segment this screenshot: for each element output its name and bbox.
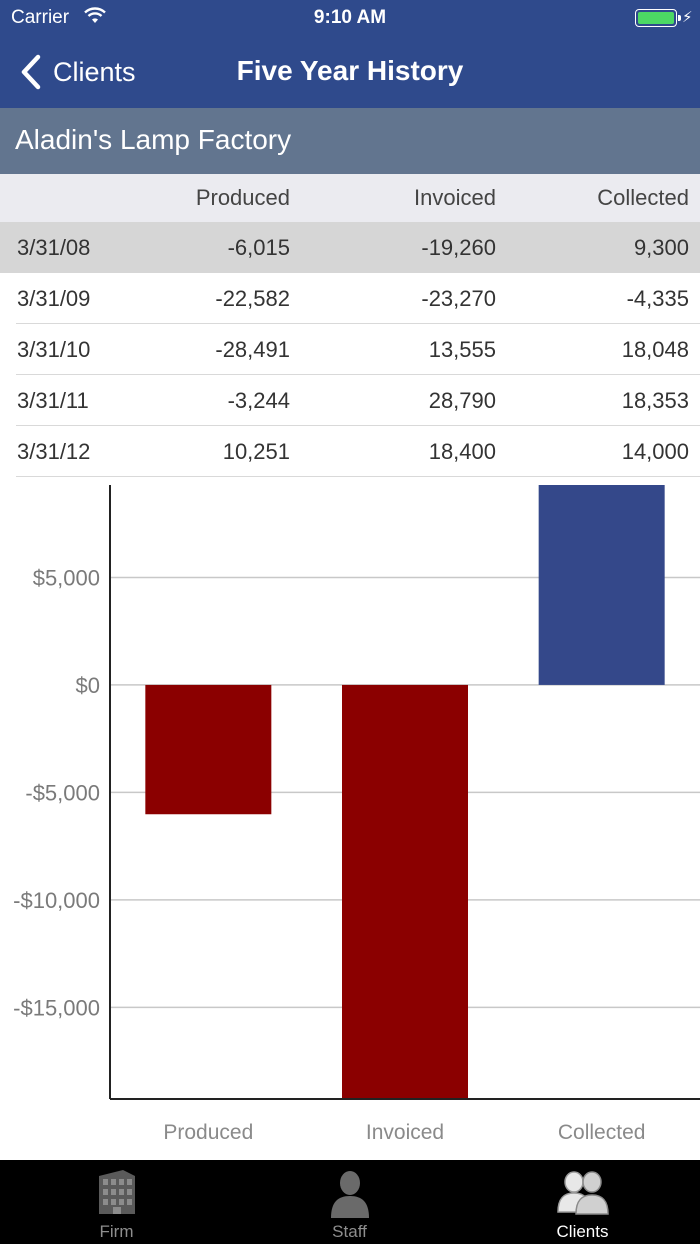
row-invoiced: -19,260	[421, 234, 496, 260]
y-tick-label: $5,000	[33, 565, 100, 590]
navigation-bar: Carrier 9:10 AM ⚡ Clients Five Year Hist…	[0, 0, 700, 108]
status-bar: Carrier 9:10 AM ⚡	[0, 0, 700, 36]
table-header: Produced Invoiced Collected	[0, 174, 700, 222]
client-header: Aladin's Lamp Factory	[0, 108, 700, 174]
tab-label: Clients	[556, 1222, 609, 1241]
row-date: 3/31/08	[17, 234, 91, 260]
row-date: 3/31/12	[17, 438, 91, 464]
x-tick-label: Collected	[558, 1121, 646, 1144]
row-collected: -4,335	[626, 285, 689, 311]
column-header-collected: Collected	[597, 185, 689, 210]
clock: 9:10 AM	[313, 7, 387, 28]
bar-produced	[145, 684, 272, 815]
row-produced: -3,244	[227, 387, 290, 413]
back-button[interactable]: Clients	[18, 52, 136, 92]
tab-label: Staff	[332, 1222, 367, 1241]
row-produced: -6,015	[227, 234, 290, 260]
bar-invoiced	[342, 684, 468, 1099]
person-icon	[330, 1171, 369, 1218]
table-row[interactable]: 3/31/10 -28,491 13,555 18,048	[0, 324, 700, 375]
row-date: 3/31/11	[17, 387, 89, 413]
tab-bar: Firm Staff Clients	[0, 1160, 700, 1244]
wifi-icon	[84, 7, 106, 23]
building-icon	[98, 1170, 135, 1214]
row-invoiced: 13,555	[428, 336, 496, 362]
carrier-label: Carrier	[11, 7, 70, 28]
tab-staff[interactable]: Staff	[233, 1160, 466, 1244]
y-tick-label: -$5,000	[25, 780, 100, 805]
row-collected: 18,353	[621, 387, 689, 413]
y-tick-label: -$15,000	[13, 995, 100, 1020]
x-tick-label: Produced	[163, 1121, 253, 1144]
row-divider	[16, 374, 700, 375]
row-invoiced: -23,270	[421, 285, 496, 311]
history-table: Produced Invoiced Collected 3/31/08 -6,0…	[0, 174, 700, 477]
y-tick-label: -$10,000	[13, 888, 100, 913]
tab-label: Firm	[99, 1222, 134, 1241]
x-tick-label: Invoiced	[366, 1121, 444, 1144]
row-date: 3/31/09	[17, 285, 91, 311]
tab-firm[interactable]: Firm	[0, 1160, 233, 1244]
tab-clients[interactable]: Clients	[466, 1160, 699, 1244]
table-row[interactable]: 3/31/09 -22,582 -23,270 -4,335	[0, 273, 700, 324]
row-collected: 18,048	[621, 336, 689, 362]
bar-collected	[538, 485, 665, 685]
back-button-label: Clients	[53, 56, 136, 87]
row-collected: 9,300	[633, 234, 689, 260]
row-collected: 14,000	[621, 438, 689, 464]
row-divider	[16, 476, 700, 477]
row-divider	[16, 323, 700, 324]
y-tick-label: $0	[76, 673, 100, 698]
row-produced: 10,251	[222, 438, 290, 464]
row-invoiced: 18,400	[428, 438, 496, 464]
row-divider	[16, 425, 700, 426]
row-date: 3/31/10	[17, 336, 91, 362]
column-header-invoiced: Invoiced	[414, 185, 496, 210]
charging-icon: ⚡	[682, 9, 693, 26]
column-header-produced: Produced	[195, 185, 290, 210]
people-icon	[556, 1171, 609, 1215]
table-row[interactable]: 3/31/11 -3,244 28,790 18,353	[0, 375, 700, 426]
row-produced: -22,582	[215, 285, 290, 311]
table-row[interactable]: 3/31/12 10,251 18,400 14,000	[0, 426, 700, 477]
bar-chart: $5,000 $0 -$5,000 -$10,000 -$15,000 Produced I…	[13, 485, 700, 1144]
client-name: Aladin's Lamp Factory	[15, 124, 292, 155]
table-row[interactable]: 3/31/08 -6,015 -19,260 9,300	[0, 222, 700, 273]
row-invoiced: 28,790	[428, 387, 496, 413]
battery-icon	[635, 9, 681, 27]
chevron-left-icon	[21, 54, 41, 90]
page-title: Five Year History	[236, 55, 464, 86]
row-produced: -28,491	[215, 336, 290, 362]
